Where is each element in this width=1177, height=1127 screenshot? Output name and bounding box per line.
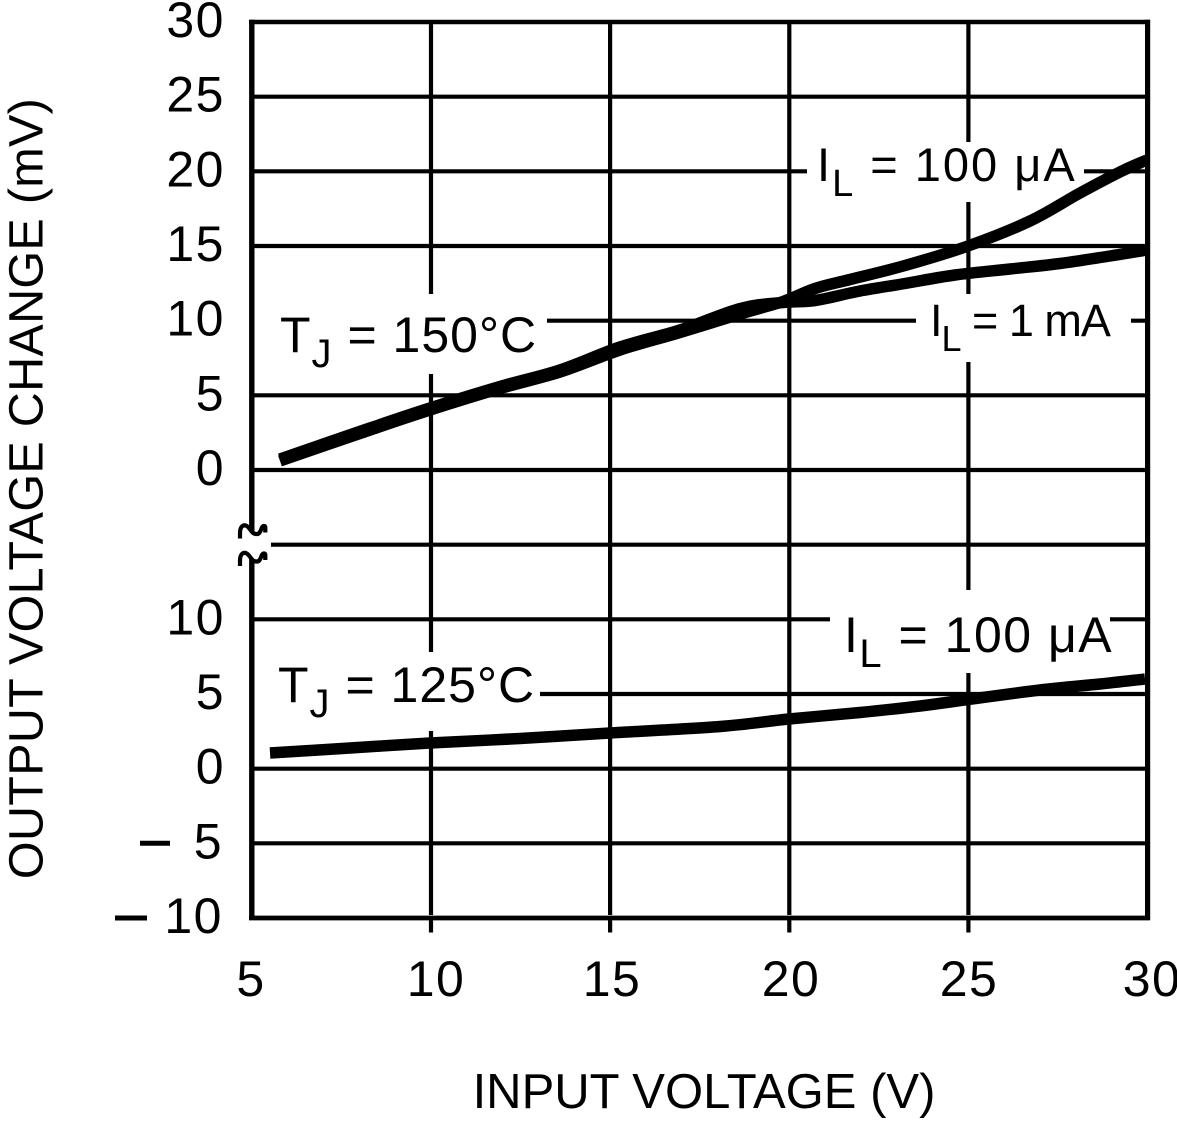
svg-text:INPUT VOLTAGE (V): INPUT VOLTAGE (V) <box>473 1065 936 1119</box>
svg-text:10: 10 <box>164 888 223 944</box>
svg-text:0: 0 <box>196 739 225 795</box>
svg-text:5: 5 <box>236 951 265 1007</box>
svg-text:10: 10 <box>407 951 466 1007</box>
svg-text:25: 25 <box>166 67 225 123</box>
svg-text:10: 10 <box>166 291 225 347</box>
svg-text:15: 15 <box>583 951 642 1007</box>
svg-text:10: 10 <box>166 589 225 645</box>
svg-text:5: 5 <box>194 813 223 869</box>
svg-text:25: 25 <box>940 951 999 1007</box>
svg-text:20: 20 <box>762 951 821 1007</box>
svg-text:5: 5 <box>196 664 225 720</box>
svg-text:5: 5 <box>196 365 225 421</box>
svg-text:30: 30 <box>1123 951 1177 1007</box>
svg-text:OUTPUT VOLTAGE CHANGE (mV): OUTPUT VOLTAGE CHANGE (mV) <box>0 98 54 879</box>
svg-text:30: 30 <box>166 0 225 48</box>
svg-text:15: 15 <box>166 216 225 272</box>
svg-text:0: 0 <box>196 440 225 496</box>
svg-text:20: 20 <box>166 141 225 197</box>
